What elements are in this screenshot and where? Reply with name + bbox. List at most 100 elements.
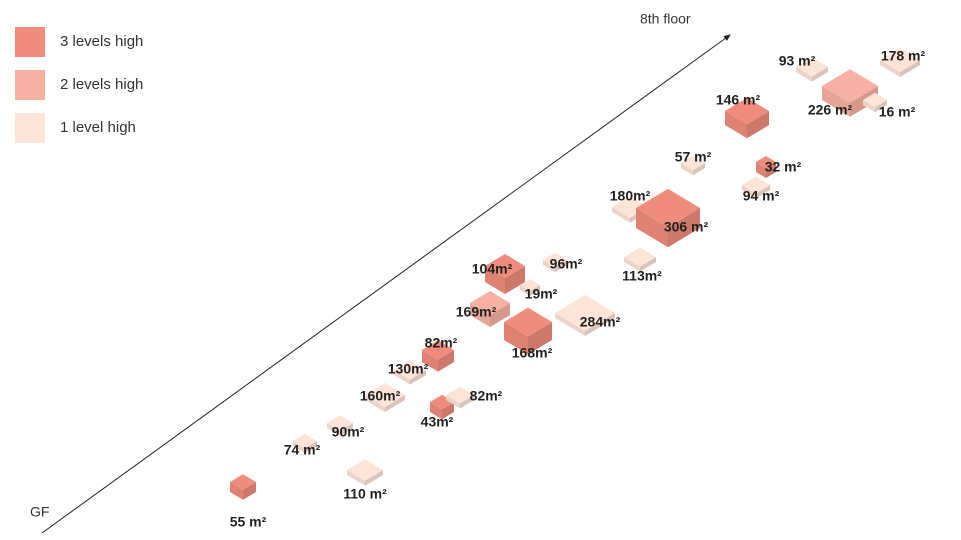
block-left <box>863 100 875 113</box>
block-top <box>422 340 454 360</box>
block-right <box>693 163 705 176</box>
block-label: 94 m² <box>743 188 780 204</box>
block-left <box>446 395 460 409</box>
legend-label: 2 levels high <box>60 76 143 93</box>
block-left <box>347 470 365 486</box>
block-left <box>636 208 668 248</box>
block-top <box>725 97 769 125</box>
block-right <box>668 208 700 248</box>
block-right <box>747 111 769 139</box>
block-label: 19m² <box>525 286 558 302</box>
legend-label: 3 levels high <box>60 33 143 50</box>
block-left <box>485 266 505 294</box>
block-right <box>530 285 540 296</box>
block-right <box>243 482 256 500</box>
block-label: 104m² <box>472 261 513 277</box>
block-top <box>504 307 552 337</box>
block-label: 90m² <box>332 424 365 440</box>
block-top <box>446 386 474 404</box>
axis-start: GF <box>30 504 49 520</box>
block-right <box>365 470 383 486</box>
block-label: 178 m² <box>881 48 926 64</box>
block-top <box>624 247 656 267</box>
block-label: 169m² <box>456 304 497 320</box>
legend-swatch <box>15 27 45 57</box>
block-right <box>766 162 776 178</box>
block-left <box>422 350 438 372</box>
block-right <box>640 257 656 272</box>
block-right <box>305 441 317 454</box>
block-left <box>756 162 766 178</box>
legend-swatch <box>15 113 45 143</box>
block-right <box>900 60 920 77</box>
block-top <box>796 57 828 77</box>
block-top <box>863 92 887 108</box>
block-left <box>796 67 812 82</box>
block-label: 82m² <box>470 388 503 404</box>
block-label: 43m² <box>421 414 454 430</box>
block-top <box>470 291 510 315</box>
block-left <box>293 441 305 454</box>
block-top <box>555 295 615 331</box>
block-left <box>555 313 585 336</box>
block-label: 146 m² <box>716 92 761 108</box>
block-label: 160m² <box>360 388 401 404</box>
block-top <box>365 383 405 407</box>
block-right <box>442 402 454 420</box>
block-label: 110 m² <box>343 486 387 502</box>
block-label: 74 m² <box>284 442 321 458</box>
block-top <box>822 69 878 103</box>
block-right <box>505 266 525 294</box>
block-label: 55 m² <box>230 514 267 530</box>
block-left <box>230 482 243 500</box>
block-label: 32 m² <box>765 159 802 175</box>
block-left <box>543 260 555 273</box>
block-top <box>230 474 256 490</box>
block-label: 284m² <box>580 314 621 330</box>
block-right <box>756 185 770 199</box>
floor-axis <box>41 34 731 534</box>
block-top <box>756 156 776 168</box>
block-right <box>528 322 552 355</box>
block-right <box>555 260 567 273</box>
legend-label: 1 level high <box>60 119 136 136</box>
block-left <box>725 111 747 139</box>
block-left <box>681 163 693 176</box>
block-label: 93 m² <box>779 53 816 69</box>
block-left <box>624 257 640 272</box>
block-left <box>394 370 410 385</box>
block-right <box>490 303 510 327</box>
block-top <box>347 459 383 481</box>
block-top <box>520 279 540 291</box>
block-left <box>430 402 442 420</box>
block-left <box>470 303 490 327</box>
block-label: 96m² <box>550 256 583 272</box>
block-left <box>880 60 900 77</box>
axis-end: 8th floor <box>640 11 691 27</box>
block-top <box>681 155 705 171</box>
block-left <box>365 395 385 412</box>
block-left <box>612 207 630 223</box>
block-left <box>520 285 530 296</box>
block-right <box>385 395 405 412</box>
block-top <box>394 360 426 380</box>
block-top <box>880 48 920 72</box>
block-right <box>460 395 474 409</box>
legend-swatch <box>15 70 45 100</box>
block-left <box>742 185 756 199</box>
block-top <box>485 254 525 278</box>
block-label: 306 m² <box>664 219 709 235</box>
blocks <box>230 48 920 500</box>
block-top <box>327 415 353 431</box>
block-label: 82m² <box>425 335 458 351</box>
block-label: 180m² <box>610 188 651 204</box>
block-label: 113m² <box>622 268 662 284</box>
block-right <box>875 100 887 113</box>
block-label: 57 m² <box>675 149 712 165</box>
block-top <box>636 188 700 228</box>
block-top <box>293 433 317 449</box>
block-right <box>410 370 426 385</box>
block-right <box>585 313 615 336</box>
legend: 3 levels high 2 levels high 1 level high <box>15 27 143 143</box>
